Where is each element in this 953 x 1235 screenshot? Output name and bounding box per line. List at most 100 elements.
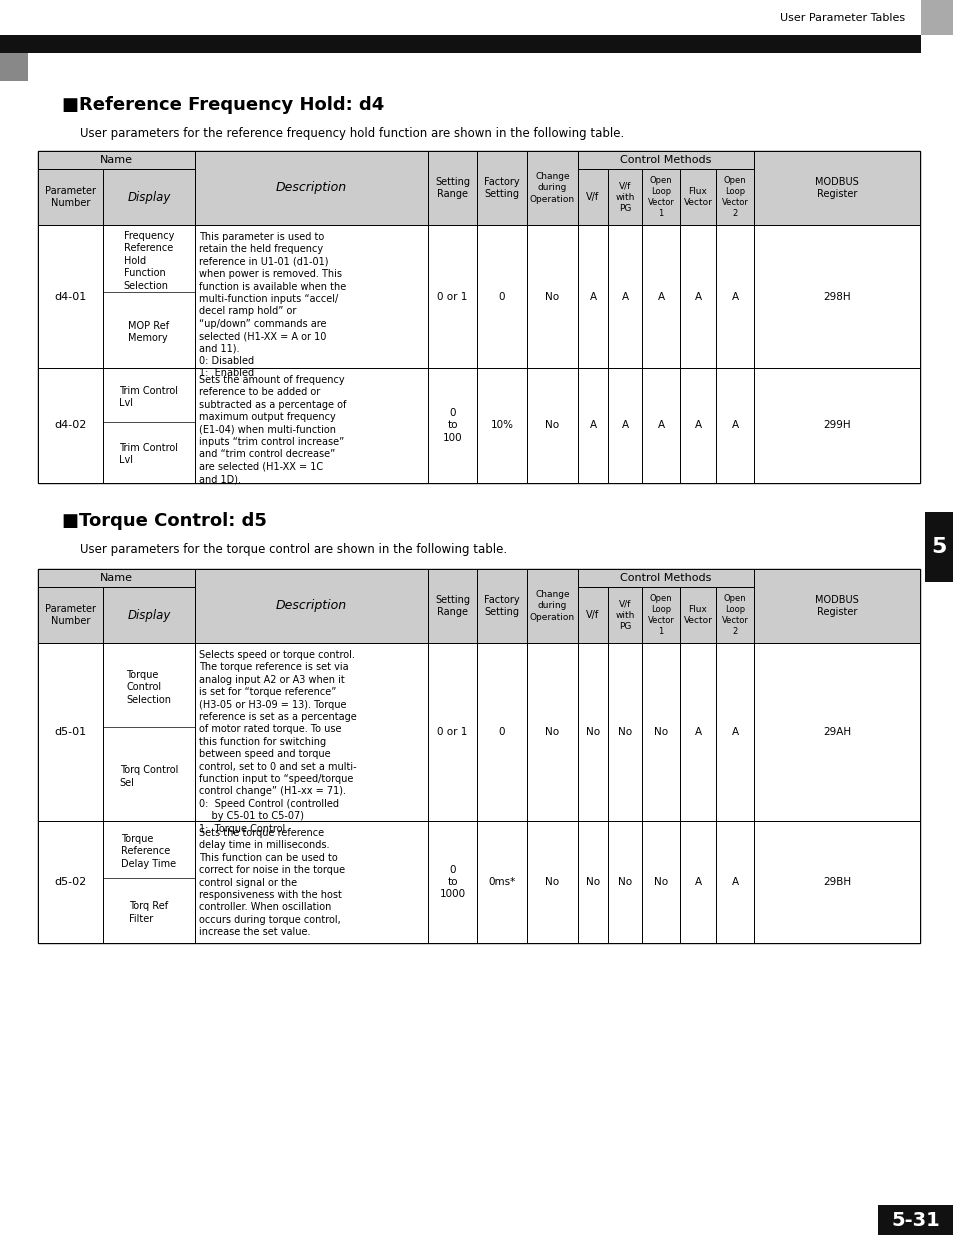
Text: Selects speed or torque control.
The torque reference is set via
analog input A2: Selects speed or torque control. The tor… (199, 650, 356, 834)
Bar (607, 643, 641, 821)
Text: A: A (620, 291, 628, 301)
Text: Control Methods: Control Methods (619, 573, 711, 583)
Text: No: No (618, 727, 632, 737)
Bar (641, 587, 679, 643)
Bar (526, 821, 578, 944)
Bar (38, 368, 103, 483)
Text: MODBUS
Register: MODBUS Register (814, 595, 858, 618)
Text: 0: 0 (498, 291, 505, 301)
Text: 0: 0 (498, 727, 505, 737)
Bar (578, 569, 753, 587)
Bar (38, 821, 103, 944)
Bar (753, 151, 919, 225)
Bar (103, 587, 194, 643)
Text: 5-31: 5-31 (891, 1210, 940, 1230)
Bar (103, 225, 194, 368)
Bar (476, 225, 526, 368)
Text: User Parameter Tables: User Parameter Tables (780, 14, 904, 23)
Bar (476, 821, 526, 944)
Text: No: No (545, 291, 559, 301)
Bar (716, 368, 753, 483)
Bar (607, 225, 641, 368)
Text: V/f
with
PG: V/f with PG (615, 182, 634, 212)
Bar (578, 643, 607, 821)
Text: V/f: V/f (586, 191, 599, 203)
Text: 10%: 10% (490, 420, 513, 431)
Bar (679, 169, 716, 225)
Bar (38, 151, 919, 483)
Text: Display: Display (127, 609, 171, 621)
Bar (526, 225, 578, 368)
Bar (578, 225, 607, 368)
Text: 29BH: 29BH (822, 877, 850, 887)
Bar (526, 643, 578, 821)
Bar (0, 53, 28, 82)
Text: ■Reference Frequency Hold: d4: ■Reference Frequency Hold: d4 (62, 96, 384, 114)
Bar (753, 821, 919, 944)
Bar (607, 587, 641, 643)
Bar (716, 225, 753, 368)
Bar (428, 821, 476, 944)
Bar (38, 225, 103, 368)
Text: A: A (589, 420, 596, 431)
Text: Change
during
Operation: Change during Operation (529, 590, 575, 621)
Bar (641, 821, 679, 944)
Bar (578, 169, 607, 225)
Bar (753, 569, 919, 643)
Text: Torq Control
Sel: Torq Control Sel (120, 766, 178, 788)
Bar (476, 368, 526, 483)
Bar (38, 569, 919, 944)
Bar (607, 368, 641, 483)
Bar (428, 569, 476, 643)
Text: Description: Description (275, 182, 347, 194)
Bar (924, 513, 953, 582)
Text: V/f: V/f (586, 610, 599, 620)
Text: Frequency
Reference
Hold
Function
Selection: Frequency Reference Hold Function Select… (124, 231, 174, 290)
Text: 29AH: 29AH (822, 727, 850, 737)
Text: No: No (618, 877, 632, 887)
Text: A: A (694, 291, 700, 301)
Text: A: A (694, 420, 700, 431)
Bar (103, 643, 194, 821)
Text: Factory
Setting: Factory Setting (484, 177, 519, 199)
Text: A: A (731, 420, 738, 431)
Text: 5: 5 (930, 537, 945, 557)
Bar (194, 643, 428, 821)
Bar (476, 569, 526, 643)
Bar (38, 643, 103, 821)
Bar (753, 368, 919, 483)
Text: A: A (620, 420, 628, 431)
Text: A: A (731, 727, 738, 737)
Text: Parameter
Number: Parameter Number (45, 604, 96, 626)
Text: A: A (694, 727, 700, 737)
Bar (578, 151, 753, 169)
Text: Name: Name (100, 156, 132, 165)
Text: No: No (585, 727, 599, 737)
Bar (194, 151, 428, 225)
Text: A: A (657, 291, 664, 301)
Bar (753, 225, 919, 368)
Text: A: A (731, 877, 738, 887)
Bar (428, 225, 476, 368)
Text: Torq Ref
Filter: Torq Ref Filter (130, 902, 169, 924)
Text: Open
Loop
Vector
1: Open Loop Vector 1 (647, 175, 674, 219)
Text: MOP Ref
Memory: MOP Ref Memory (129, 321, 170, 343)
Bar (679, 368, 716, 483)
Text: Change
during
Operation: Change during Operation (529, 173, 575, 204)
Text: Description: Description (275, 599, 347, 613)
Bar (578, 587, 607, 643)
Text: Open
Loop
Vector
1: Open Loop Vector 1 (647, 594, 674, 636)
Text: Control Methods: Control Methods (619, 156, 711, 165)
Bar (526, 151, 578, 225)
Text: Flux
Vector: Flux Vector (683, 186, 712, 207)
Text: V/f
with
PG: V/f with PG (615, 599, 634, 631)
Text: Trim Control
Lvl: Trim Control Lvl (119, 443, 178, 466)
Text: 299H: 299H (822, 420, 850, 431)
Text: ■Torque Control: d5: ■Torque Control: d5 (62, 513, 267, 530)
Text: No: No (545, 877, 559, 887)
Text: Trim Control
Lvl: Trim Control Lvl (119, 385, 178, 408)
Text: User parameters for the reference frequency hold function are shown in the follo: User parameters for the reference freque… (80, 126, 623, 140)
Text: Open
Loop
Vector
2: Open Loop Vector 2 (720, 594, 748, 636)
Text: User parameters for the torque control are shown in the following table.: User parameters for the torque control a… (80, 542, 507, 556)
Bar (716, 587, 753, 643)
